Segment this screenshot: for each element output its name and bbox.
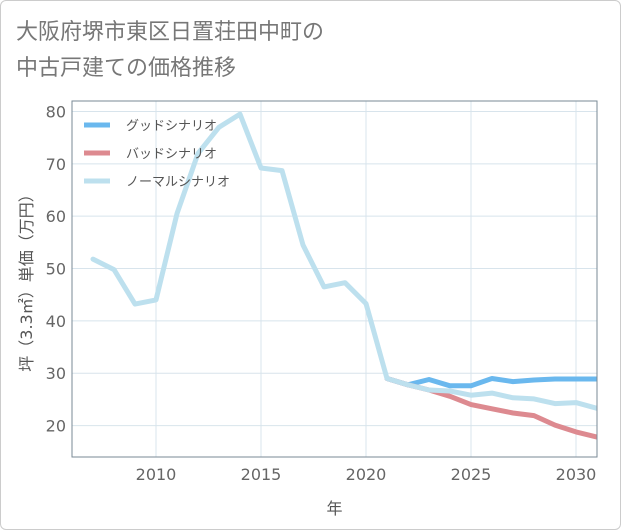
x-tick-label: 2015 xyxy=(241,465,282,484)
grid-lines xyxy=(72,101,597,457)
chart-title: 大阪府堺市東区日置荘田中町の 中古戸建ての価格推移 xyxy=(16,15,576,87)
x-tick-label: 2030 xyxy=(556,465,597,484)
x-tick-label: 2020 xyxy=(346,465,387,484)
y-tick-label: 40 xyxy=(46,312,66,331)
y-axis-label: 坪（3.3㎡）単価（万円） xyxy=(17,186,36,371)
chart-title-line-1: 大阪府堺市東区日置荘田中町の xyxy=(16,20,325,45)
series-lines xyxy=(90,111,597,440)
y-tick-label: 20 xyxy=(46,417,66,436)
legend-label-good: グッドシナリオ xyxy=(126,119,217,134)
x-axis-label: 年 xyxy=(326,499,342,518)
series-line-good xyxy=(384,376,597,389)
y-tick-label: 60 xyxy=(46,207,66,226)
x-tick-labels: 2010 2015 2020 2025 2030 xyxy=(136,465,597,484)
y-tick-label: 70 xyxy=(46,155,66,174)
chart-title-line-2: 中古戸建ての価格推移 xyxy=(16,56,237,81)
series-line-normal xyxy=(90,111,597,411)
plot-frame xyxy=(71,100,598,458)
x-tick-label: 2010 xyxy=(136,465,177,484)
x-tick-label: 2025 xyxy=(451,465,492,484)
y-tick-label: 50 xyxy=(46,260,66,279)
legend-label-bad: バッドシナリオ xyxy=(126,147,217,162)
y-tick-labels: 20 30 40 50 60 70 80 xyxy=(46,102,66,435)
y-tick-label: 30 xyxy=(46,364,66,383)
y-tick-label: 80 xyxy=(46,102,66,121)
legend-label-normal: ノーマルシナリオ xyxy=(126,175,230,190)
